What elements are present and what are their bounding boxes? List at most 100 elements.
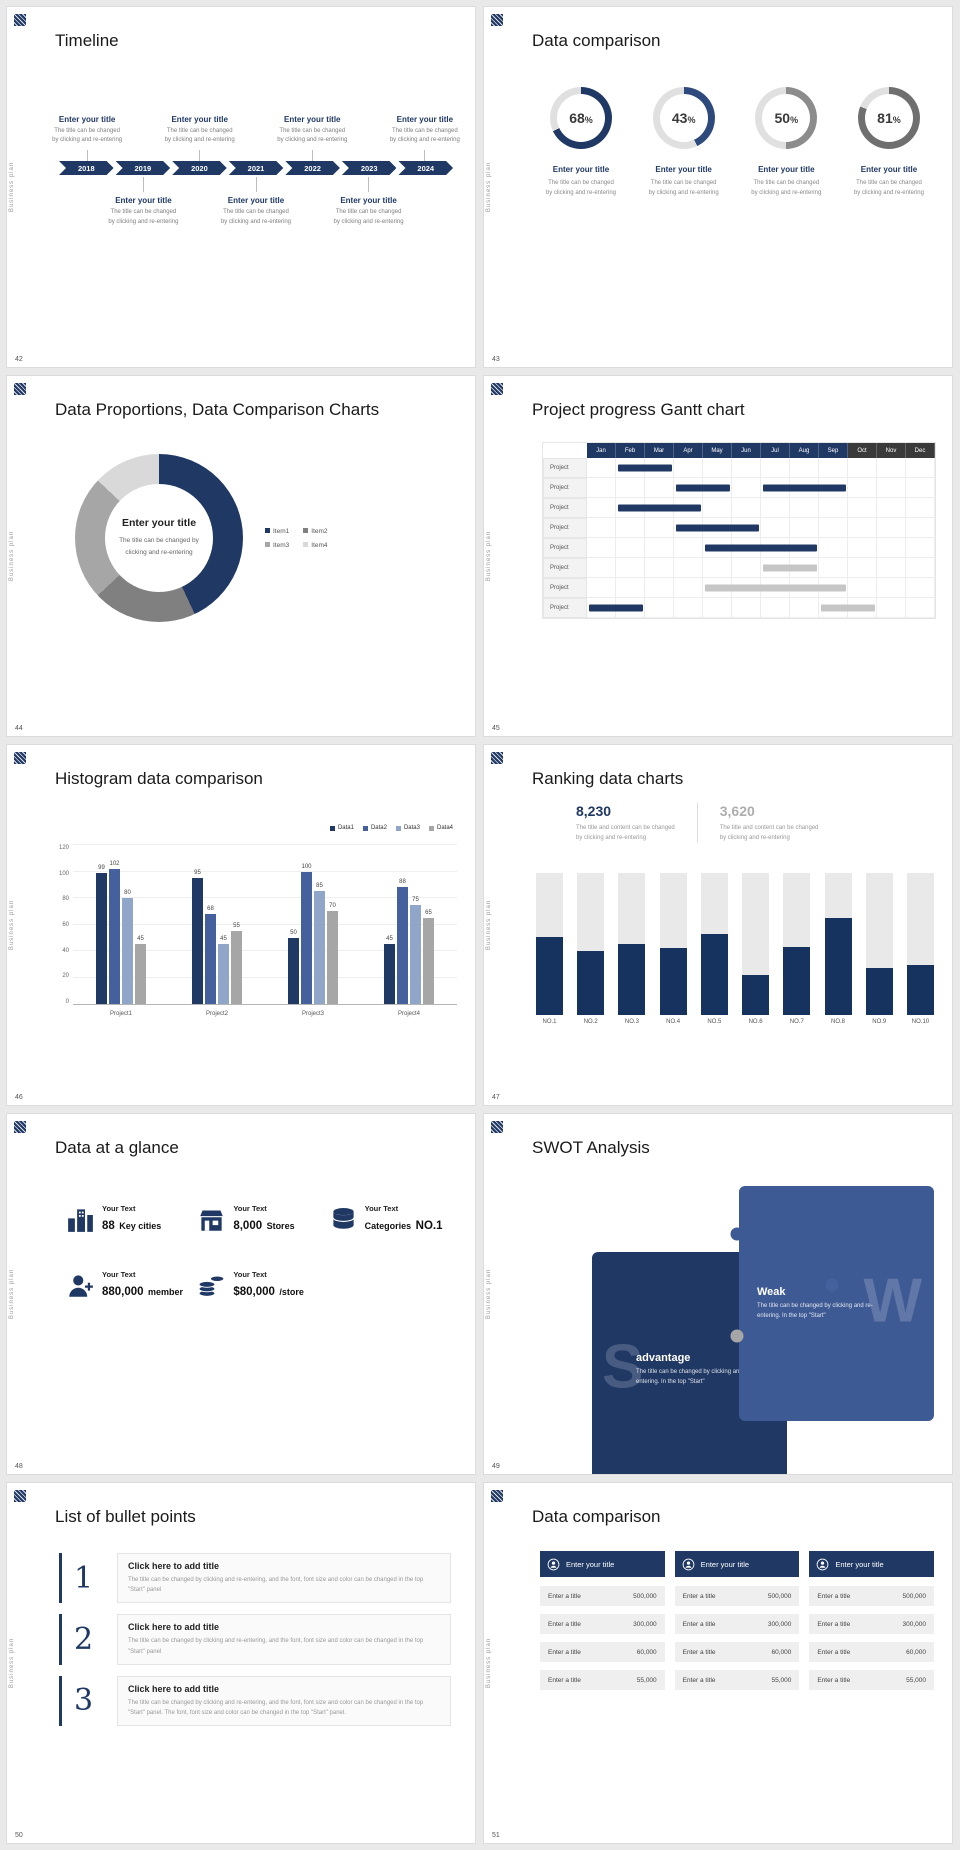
column-header[interactable]: Enter your title: [674, 1551, 800, 1577]
bar[interactable]: 102: [109, 861, 120, 1004]
gantt-bar[interactable]: [676, 524, 759, 532]
gantt-row-label: Project: [543, 578, 587, 598]
slide-44-data-proportions[interactable]: Business plan 44 Data Proportions, Data …: [6, 375, 476, 737]
gantt-cell: [645, 458, 674, 478]
comparison-row[interactable]: Enter a title 55,000: [674, 1670, 800, 1690]
plot-area: 99 102 80 45 Project1 95 68 45 55 Project2 50 100 85…: [73, 844, 457, 1017]
gantt-bar[interactable]: [763, 484, 846, 492]
bullet-item[interactable]: 3 Click here to add title The title can …: [59, 1675, 451, 1727]
timeline-year[interactable]: 2018: [59, 161, 114, 175]
ranking-bar[interactable]: NO.8: [824, 873, 852, 1025]
progress-ring[interactable]: 43% Enter your title The title can be chan…: [639, 87, 729, 198]
timeline-entry[interactable]: Enter your title The title can be changed…: [319, 177, 419, 227]
timeline-year[interactable]: 2023: [342, 161, 397, 175]
bar[interactable]: 65: [423, 910, 434, 1004]
slide-47-ranking[interactable]: Business plan 47 Ranking data charts 8,2…: [483, 744, 953, 1106]
timeline-entry[interactable]: Enter your title The title can be changed…: [93, 177, 193, 227]
comparison-row[interactable]: Enter a title 60,000: [674, 1642, 800, 1662]
comparison-row[interactable]: Enter a title 500,000: [809, 1586, 935, 1606]
slide-46-histogram[interactable]: Business plan 46 Histogram data comparis…: [6, 744, 476, 1106]
slide-51-data-comparison[interactable]: Business plan 51 Data comparison Enter y…: [483, 1482, 953, 1844]
progress-ring[interactable]: 81% Enter your title The title can be chan…: [844, 87, 934, 198]
ranking-bar[interactable]: NO.7: [783, 873, 811, 1025]
comparison-row[interactable]: Enter a title 500,000: [674, 1586, 800, 1606]
ranking-bar[interactable]: NO.6: [742, 873, 770, 1025]
stat-item-revenue[interactable]: Your Text $80,000 /store: [198, 1270, 329, 1300]
bullet-item[interactable]: 2 Click here to add title The title can …: [59, 1614, 451, 1665]
stat-item-categories[interactable]: Your Text Categories NO.1: [330, 1204, 461, 1234]
timeline-entry[interactable]: Enter your title The title can be changed…: [150, 83, 250, 161]
comparison-row[interactable]: Enter a title 300,000: [809, 1614, 935, 1634]
categories-icon: [332, 1207, 354, 1229]
progress-ring[interactable]: 50% Enter your title The title can be chan…: [741, 87, 831, 198]
ranking-bar[interactable]: NO.3: [618, 873, 646, 1025]
comparison-row[interactable]: Enter a title 500,000: [540, 1586, 665, 1606]
timeline-year[interactable]: 2024: [398, 161, 453, 175]
timeline-year[interactable]: 2022: [285, 161, 340, 175]
ranking-bar[interactable]: NO.10: [906, 873, 934, 1025]
gantt-bar[interactable]: [676, 484, 730, 492]
legend-item[interactable]: Item3: [265, 541, 289, 549]
slide-45-gantt[interactable]: Business plan 45 Project progress Gantt …: [483, 375, 953, 737]
comparison-row[interactable]: Enter a title 60,000: [540, 1642, 665, 1662]
bar[interactable]: 75: [410, 897, 421, 1004]
comparison-row[interactable]: Enter a title 55,000: [540, 1670, 665, 1690]
bar[interactable]: 85: [314, 883, 325, 1004]
bar[interactable]: 88: [397, 879, 408, 1004]
slide-50-bullets[interactable]: Business plan 50 List of bullet points 1…: [6, 1482, 476, 1844]
timeline-entry[interactable]: Enter your title The title can be changed…: [37, 83, 137, 161]
gantt-bar[interactable]: [705, 584, 846, 592]
bar[interactable]: 99: [96, 865, 107, 1004]
ranking-bar[interactable]: NO.4: [659, 873, 687, 1025]
timeline-entry[interactable]: Enter your title The title can be changed…: [375, 83, 475, 161]
bar[interactable]: 70: [327, 903, 338, 1004]
y-tick-label: 60: [62, 921, 69, 928]
timeline-entry[interactable]: Enter your title The title can be changed…: [262, 83, 362, 161]
timeline-entry[interactable]: Enter your title The title can be changed…: [206, 177, 306, 227]
timeline-year[interactable]: 2019: [116, 161, 171, 175]
bar[interactable]: 55: [231, 923, 242, 1004]
gantt-bar[interactable]: [618, 464, 672, 472]
ranking-bar[interactable]: NO.9: [865, 873, 893, 1025]
comparison-row[interactable]: Enter a title 55,000: [809, 1670, 935, 1690]
timeline-year[interactable]: 2021: [229, 161, 284, 175]
ranking-bar[interactable]: NO.1: [536, 873, 563, 1025]
stat-item-stores[interactable]: Your Text 8,000 Stores: [198, 1204, 329, 1234]
slide-42-timeline[interactable]: Business plan 42 Timeline 2018 2019 2020 20…: [6, 6, 476, 368]
progress-ring[interactable]: 68% Enter your title The title can be chan…: [536, 87, 626, 198]
donut-chart[interactable]: Enter your title The title can be change…: [75, 454, 243, 622]
legend-item[interactable]: Item2: [303, 527, 328, 535]
slide-49-swot[interactable]: Business plan 49 SWOT Analysis S advanta…: [483, 1113, 953, 1475]
bar[interactable]: 80: [122, 890, 133, 1004]
bar[interactable]: 45: [135, 936, 146, 1004]
bullet-body: The title can be changed by clicking and…: [128, 1638, 424, 1655]
legend-item[interactable]: Item4: [303, 541, 328, 549]
slide-48-glance[interactable]: Business plan 48 Data at a glance Your T…: [6, 1113, 476, 1475]
comparison-row[interactable]: Enter a title 300,000: [674, 1614, 800, 1634]
bar[interactable]: 100: [301, 864, 312, 1004]
timeline-year[interactable]: 2020: [172, 161, 227, 175]
column-header[interactable]: Enter your title: [809, 1551, 935, 1577]
bar[interactable]: 68: [205, 906, 216, 1004]
bar[interactable]: 45: [218, 936, 229, 1004]
gantt-bar[interactable]: [705, 544, 817, 552]
slide-43-data-comparison[interactable]: Business plan 43 Data comparison 68% Ente…: [483, 6, 953, 368]
ranking-bar[interactable]: NO.2: [577, 873, 605, 1025]
bar[interactable]: 45: [384, 936, 395, 1004]
ranking-bar[interactable]: NO.5: [700, 873, 728, 1025]
bullet-item[interactable]: 1 Click here to add title The title can …: [59, 1553, 451, 1604]
legend-item[interactable]: Item1: [265, 527, 289, 535]
swot-weakness[interactable]: W Weak The title can be changed by click…: [739, 1186, 934, 1421]
comparison-row[interactable]: Enter a title 60,000: [809, 1642, 935, 1662]
stat-item-members[interactable]: Your Text 880,000 member: [67, 1270, 198, 1300]
comparison-row[interactable]: Enter a title 300,000: [540, 1614, 665, 1634]
gantt-bar[interactable]: [763, 564, 817, 572]
bar[interactable]: 95: [192, 870, 203, 1004]
gantt-cell: [732, 498, 761, 518]
column-header[interactable]: Enter your title: [540, 1551, 665, 1577]
bar[interactable]: 50: [288, 930, 299, 1004]
stat-item-cities[interactable]: Your Text 88 Key cities: [67, 1204, 198, 1234]
gantt-bar[interactable]: [821, 604, 875, 612]
gantt-bar[interactable]: [589, 604, 643, 612]
gantt-bar[interactable]: [618, 504, 701, 512]
